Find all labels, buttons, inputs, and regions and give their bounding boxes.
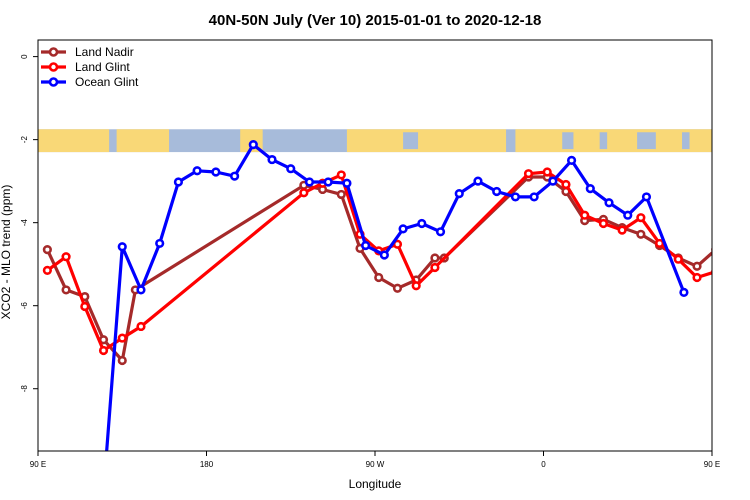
series-group <box>42 140 738 451</box>
series-point <box>336 189 346 200</box>
series-point <box>711 269 712 275</box>
series-point <box>623 210 633 220</box>
series-point <box>42 245 52 255</box>
series-point <box>342 178 352 188</box>
series-point <box>155 238 165 249</box>
x-tick-label: 0 <box>541 460 546 469</box>
series-line <box>45 175 712 363</box>
y-axis-label: XCO2 - MLO trend (ppm) <box>0 185 13 320</box>
series-point <box>654 238 665 249</box>
series-point <box>323 177 333 187</box>
map-strip-water <box>682 132 690 150</box>
series-point <box>98 345 109 356</box>
series-point <box>117 355 127 366</box>
series-point <box>566 155 577 165</box>
series-point <box>286 164 296 174</box>
y-tick-label: -6 <box>20 302 29 310</box>
y-tick-label: -4 <box>20 219 29 227</box>
series-point <box>692 272 702 283</box>
series-point <box>211 167 221 177</box>
series-point <box>548 176 558 186</box>
series-point <box>379 250 389 260</box>
series-point <box>711 247 712 253</box>
map-strip-land <box>116 129 170 153</box>
legend-label: Land Glint <box>75 60 130 74</box>
series-point <box>473 176 483 186</box>
map-strip-water <box>562 132 574 150</box>
series-point <box>192 166 202 176</box>
series-point <box>598 218 609 229</box>
series-point <box>304 177 315 187</box>
series-point <box>585 184 595 194</box>
map-strip-land <box>712 129 750 152</box>
series-point <box>61 252 71 262</box>
series-point <box>542 167 552 177</box>
legend-swatch-point <box>48 62 59 72</box>
series-point <box>580 210 590 220</box>
series-point <box>248 140 258 150</box>
x-axis-label: Longitude <box>349 477 402 491</box>
series-point <box>636 229 646 239</box>
series-point <box>529 192 539 202</box>
legend-label: Land Nadir <box>75 45 134 59</box>
y-tick-label: -8 <box>20 385 29 393</box>
series-point <box>336 170 346 180</box>
map-strip-water <box>403 132 419 150</box>
map-strip-water <box>599 132 608 150</box>
series-point <box>267 154 277 165</box>
series-point <box>679 287 689 298</box>
map-strip-land <box>38 129 110 153</box>
series-point <box>604 198 614 208</box>
series-line <box>105 143 686 451</box>
series-point <box>398 224 408 234</box>
x-tick-label: 90 W <box>366 460 385 469</box>
series-point <box>136 285 146 295</box>
series-point <box>510 192 521 202</box>
x-tick-label: 90 E <box>30 460 46 469</box>
series-point <box>417 218 427 229</box>
map-strip-land <box>346 129 507 153</box>
map-strip-water <box>637 132 656 150</box>
series-point <box>136 321 146 332</box>
series-point <box>561 179 571 190</box>
x-tick-label: 180 <box>200 460 214 469</box>
series-point <box>641 192 652 202</box>
series-point <box>392 239 403 249</box>
series-point <box>80 301 90 312</box>
series-point <box>229 171 240 181</box>
series-point <box>61 285 71 295</box>
series-point <box>117 242 127 252</box>
series-point <box>430 262 440 273</box>
y-tick-label: -2 <box>20 136 29 144</box>
series-point <box>617 225 627 235</box>
series-point <box>731 287 738 294</box>
legend-swatch-point <box>48 47 59 57</box>
series-point <box>692 261 702 271</box>
plot-area: 90 E 180 90 W 0 90 E 0 -2 -4 -6 -8 Land NadirLand … <box>20 39 750 469</box>
series-point <box>392 283 403 293</box>
series-point <box>173 177 184 187</box>
series-point <box>430 253 440 263</box>
legend-label: Ocean Glint <box>75 75 139 89</box>
map-strip <box>38 129 750 153</box>
series-point <box>361 240 371 251</box>
series-point <box>492 186 502 197</box>
series-point <box>523 169 534 179</box>
series-point <box>731 253 738 260</box>
series-point <box>435 227 446 237</box>
y-tick-label: 0 <box>20 54 29 59</box>
series-point <box>374 272 384 283</box>
series-point <box>117 333 127 343</box>
series-point <box>42 265 52 276</box>
series-point <box>411 281 421 291</box>
chart-title: 40N-50N July (Ver 10) 2015-01-01 to 2020… <box>209 12 542 29</box>
series-point <box>636 213 646 223</box>
series-point <box>299 188 309 198</box>
series-point <box>454 189 464 199</box>
legend-swatch-point <box>48 77 59 87</box>
series-point <box>673 254 683 264</box>
x-tick-label: 90 E <box>704 460 720 469</box>
